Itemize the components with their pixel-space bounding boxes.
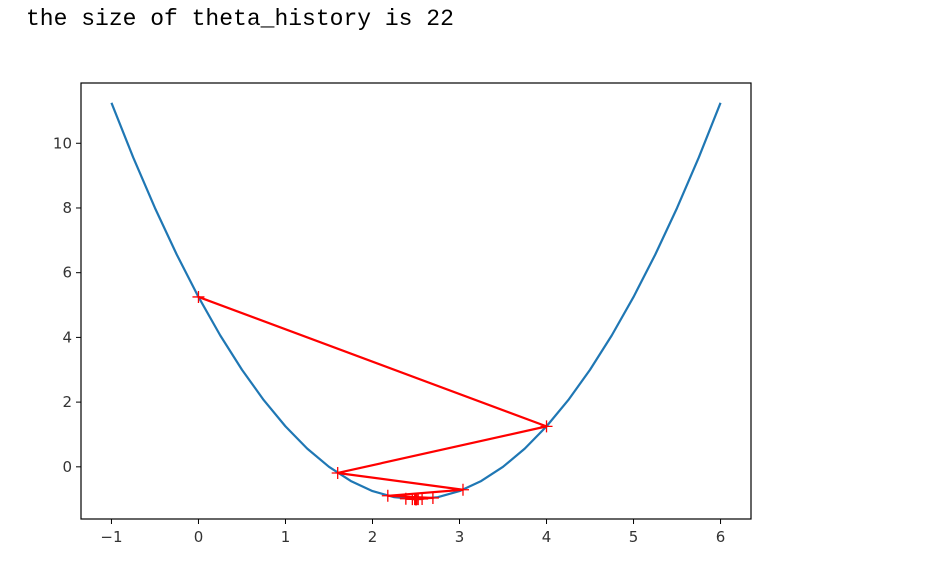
x-tick-label: 1 bbox=[281, 528, 291, 546]
y-tick-label: 10 bbox=[53, 134, 72, 152]
x-tick-label: 5 bbox=[629, 528, 639, 546]
y-tick-label: 0 bbox=[62, 458, 72, 476]
marker bbox=[426, 491, 439, 504]
series-line bbox=[110, 102, 722, 501]
x-tick-label: 3 bbox=[455, 528, 465, 546]
y-tick-label: 2 bbox=[62, 393, 72, 411]
y-tick-label: 6 bbox=[62, 264, 72, 282]
axes-frame bbox=[80, 82, 752, 520]
x-tick-label: 2 bbox=[368, 528, 378, 546]
marker bbox=[410, 493, 423, 506]
marker bbox=[381, 489, 394, 502]
series-line bbox=[198, 295, 548, 501]
y-tick-label: 8 bbox=[62, 199, 72, 217]
marker bbox=[456, 483, 469, 496]
marker bbox=[540, 420, 553, 433]
x-tick-label: −1 bbox=[100, 528, 122, 546]
x-tick-label: 0 bbox=[194, 528, 204, 546]
y-tick-label: 4 bbox=[62, 328, 72, 346]
marker bbox=[331, 466, 344, 479]
marker bbox=[192, 290, 205, 303]
x-tick-label: 6 bbox=[716, 528, 726, 546]
x-tick-label: 4 bbox=[542, 528, 552, 546]
output-text: the size of theta_history is 22 bbox=[26, 6, 454, 32]
